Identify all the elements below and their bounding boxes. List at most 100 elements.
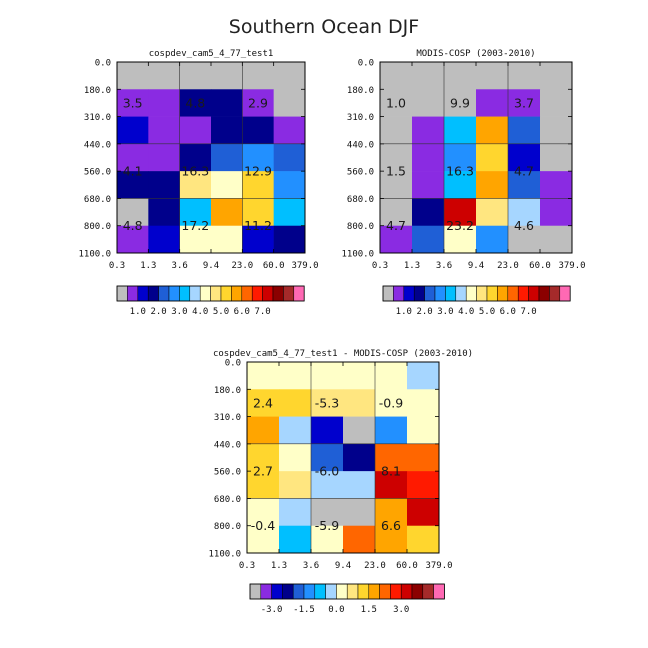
colorbar-label: 3.0	[171, 307, 187, 317]
data-label: 1.0	[386, 95, 406, 110]
data-label: -6.0	[315, 464, 339, 479]
y-tick-label: 1100.0	[208, 550, 241, 560]
heatmap-cell	[407, 525, 440, 554]
data-label: -5.9	[315, 518, 339, 533]
heatmap-cell	[117, 62, 149, 90]
heatmap-cell	[407, 416, 440, 445]
colorbar-swatch	[382, 285, 394, 302]
heatmap-cell	[375, 362, 408, 390]
colorbar-swatch	[168, 285, 180, 302]
heatmap-panel-1: cospdev_cam5_4_77_test1 0.3 1.3 3.6 9.4 23.0 6…	[78, 49, 318, 317]
heatmap-cell	[247, 389, 280, 417]
colorbar-label: 5.0	[213, 307, 229, 317]
heatmap-cell	[343, 443, 376, 472]
colorbar-label: 7.0	[254, 307, 270, 317]
heatmap-cell	[179, 116, 212, 145]
heatmap-cell	[117, 143, 149, 172]
colorbar-swatch	[422, 583, 434, 600]
data-label: -5.3	[315, 395, 339, 410]
data-label: 16.3	[181, 164, 209, 179]
heatmap-cell	[211, 62, 243, 90]
heatmap-cell	[540, 62, 573, 90]
heatmap-cell	[343, 416, 376, 445]
heatmap-cell	[508, 143, 541, 172]
heatmap-cell	[242, 62, 274, 90]
y-tick-label: 0.0	[358, 59, 374, 69]
heatmap-cell	[148, 143, 180, 172]
colorbar-swatch	[357, 583, 370, 600]
y-tick-label: 800.0	[214, 522, 241, 532]
colorbar-swatch	[528, 285, 540, 302]
heatmap-cell	[444, 116, 477, 145]
colorbar-swatch	[249, 583, 262, 600]
heatmap-cell	[279, 525, 312, 554]
colorbar-swatch	[393, 285, 405, 302]
heatmap-cell	[407, 389, 440, 417]
data-label: 3.7	[514, 95, 534, 110]
heatmap-cell	[476, 62, 509, 90]
x-tick-label: 9.4	[468, 261, 484, 271]
heatmap-cell	[476, 198, 509, 227]
heatmap-cell	[117, 89, 149, 117]
colorbar-swatch	[137, 285, 149, 302]
heatmap-cell	[444, 171, 477, 199]
colorbar-label: 1.0	[130, 307, 146, 317]
x-tick-label: 0.3	[109, 261, 125, 271]
heatmap-cell	[211, 89, 243, 117]
heatmap-cell	[247, 471, 280, 499]
x-tick-label: 379.0	[425, 561, 452, 571]
colorbar-swatch	[271, 583, 283, 600]
colorbar-swatch	[260, 583, 272, 600]
x-tick-label: 23.0	[497, 261, 519, 271]
heatmap-cell	[179, 89, 212, 117]
colorbar-swatch	[282, 583, 294, 600]
y-tick-label: 680.0	[84, 195, 111, 205]
x-tick-label: 23.0	[364, 561, 386, 571]
heatmap-cell	[407, 498, 440, 527]
colorbar-label: 4.0	[458, 307, 474, 317]
heatmap-cell	[117, 225, 149, 254]
colorbar-label: 2.0	[150, 307, 166, 317]
heatmap-cell	[380, 116, 413, 145]
y-tick-label: 560.0	[214, 468, 241, 478]
heatmap-cell	[148, 62, 180, 90]
heatmap-cell	[343, 471, 376, 499]
x-tick-label: 379.0	[291, 261, 318, 271]
heatmap-cell	[412, 116, 445, 145]
heatmap-cell	[444, 198, 477, 227]
x-tick-label: 9.4	[203, 261, 219, 271]
heatmap-cell	[211, 225, 243, 254]
colorbar-label: 3.0	[393, 605, 409, 615]
heatmap-cell	[273, 225, 306, 254]
colorbar-swatch	[549, 285, 561, 302]
heatmap-cell	[380, 225, 413, 254]
heatmap-cell	[375, 416, 408, 445]
heatmap-cell	[380, 198, 413, 227]
heatmap-cell	[311, 389, 344, 417]
heatmap-cell	[540, 225, 573, 254]
y-tick-label: 440.0	[214, 440, 241, 450]
data-label: 12.9	[244, 164, 272, 179]
heatmap-cell	[242, 171, 274, 199]
colorbar-swatch	[517, 285, 529, 302]
colorbar-swatch	[272, 285, 284, 302]
x-tick-label: 60.0	[529, 261, 551, 271]
heatmap-cell	[211, 198, 243, 227]
heatmap-cell	[179, 62, 212, 90]
colorbar-swatch	[314, 583, 326, 600]
colorbar-frame	[249, 583, 445, 600]
heatmap-cell	[380, 143, 413, 172]
heatmap-cell	[179, 225, 212, 254]
heatmap-cell	[508, 116, 541, 145]
heatmap-cell	[211, 143, 243, 172]
x-tick-label: 0.3	[239, 561, 255, 571]
heatmap-cell	[508, 62, 541, 90]
colorbar-swatch	[210, 285, 222, 302]
colorbar-swatch	[424, 285, 436, 302]
colorbar-label: 7.0	[520, 307, 536, 317]
colorbar-label: 4.0	[192, 307, 208, 317]
heatmap-cell	[117, 116, 149, 145]
colorbar-swatch	[368, 583, 380, 600]
heatmap-cell	[279, 389, 312, 417]
